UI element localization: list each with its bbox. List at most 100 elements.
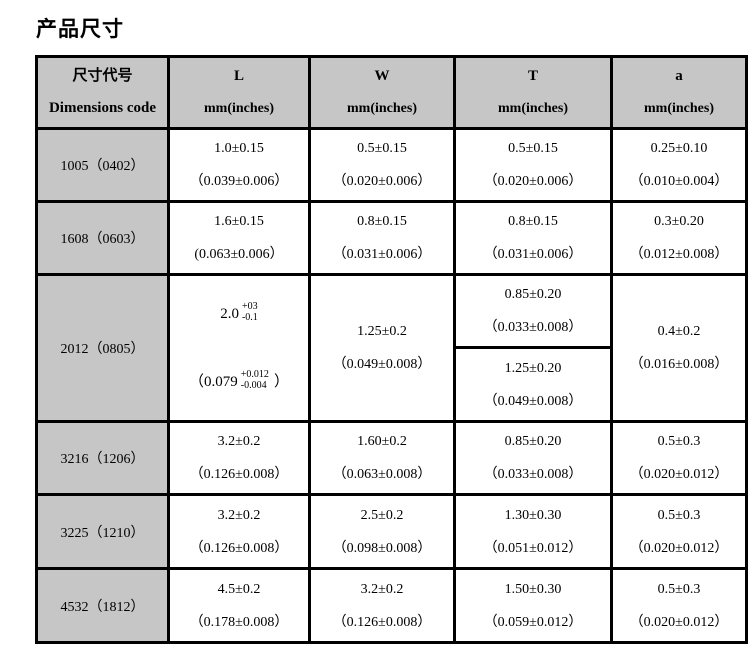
- cell-2012-T-lower: 1.25±0.20 （0.049±0.008）: [453, 346, 613, 423]
- value-inches: （0.049±0.008）: [483, 393, 583, 409]
- header-W-symbol: W: [374, 68, 390, 84]
- cell-1005-L: 1.0±0.15 （0.039±0.006）: [167, 127, 311, 203]
- cell-3216-W: 1.60±0.2 （0.063±0.008）: [308, 420, 456, 496]
- cell-3216-code: 3216（1206）: [35, 420, 170, 496]
- value-mm: 0.5±0.3: [657, 581, 701, 597]
- value-mm: 1.25±0.20: [504, 360, 562, 376]
- tolerance-stack: +03 -0.1: [242, 301, 258, 323]
- value-inches: （0.126±0.008）: [189, 540, 289, 556]
- value-mm: 0.8±0.15: [508, 214, 558, 229]
- cell-2012-a: 0.4±0.2 （0.016±0.008）: [610, 273, 748, 423]
- value-inches: （0.020±0.012）: [629, 540, 729, 556]
- cell-3216-a: 0.5±0.3 （0.020±0.012）: [610, 420, 748, 496]
- code-label: 4532（1812）: [60, 599, 145, 615]
- value-inches: （0.051±0.012）: [483, 540, 583, 556]
- cell-1608-L: 1.6±0.15 (0.063±0.006）: [167, 200, 311, 276]
- value-inches: （0.020±0.006）: [332, 174, 432, 189]
- header-L-unit: mm(inches): [204, 101, 274, 116]
- cell-2012-T-upper: 0.85±0.20 （0.033±0.008）: [453, 273, 613, 349]
- value-inches: （0.020±0.012）: [629, 614, 729, 630]
- cell-2012-code: 2012（0805）: [35, 273, 170, 423]
- cell-2012-W: 1.25±0.2 （0.049±0.008）: [308, 273, 456, 423]
- header-T-unit: mm(inches): [498, 101, 568, 116]
- value-inches: （0.031±0.006）: [483, 247, 583, 262]
- cell-3216-T: 0.85±0.20 （0.033±0.008）: [453, 420, 613, 496]
- value-mm: 0.8±0.15: [357, 214, 407, 229]
- cell-4532-W: 3.2±0.2 （0.126±0.008）: [308, 567, 456, 644]
- value-inches: （0.016±0.008）: [629, 357, 729, 372]
- header-cell-dimensions-code: 尺寸代号 Dimensions code: [35, 55, 170, 130]
- value-mm: 0.5±0.3: [657, 507, 701, 523]
- value-mm: 4.5±0.2: [217, 581, 261, 597]
- header-W-unit: mm(inches): [347, 101, 417, 116]
- cell-1608-W: 0.8±0.15 （0.031±0.006）: [308, 200, 456, 276]
- value-mm: 1.6±0.15: [214, 214, 264, 229]
- value-mm: 3.2±0.2: [217, 434, 261, 449]
- cell-1608-T: 0.8±0.15 （0.031±0.006）: [453, 200, 613, 276]
- value-mm: 0.3±0.20: [654, 214, 704, 229]
- row-1005: 1005（0402） 1.0±0.15 （0.039±0.006） 0.5±0.1…: [35, 127, 748, 203]
- value-mm: 2.5±0.2: [360, 507, 404, 523]
- cell-3225-L: 3.2±0.2 （0.126±0.008）: [167, 493, 311, 570]
- tolerance-inches: （0.079 +0.012 -0.004）: [189, 369, 289, 393]
- dimensions-table: 尺寸代号 Dimensions code L mm(inches) W mm(i…: [35, 55, 748, 644]
- tolerance-plus: +03: [241, 301, 258, 312]
- cell-3225-a: 0.5±0.3 （0.020±0.012）: [610, 493, 748, 570]
- cell-4532-code: 4532（1812）: [35, 567, 170, 644]
- header-T-symbol: T: [527, 68, 538, 84]
- value-mm: 3.2±0.2: [360, 581, 404, 597]
- value-inches: （0.010±0.004）: [629, 174, 729, 189]
- tolerance-minus: -0.1: [241, 312, 258, 323]
- row-4532: 4532（1812） 4.5±0.2 （0.178±0.008） 3.2±0.2 （…: [35, 567, 748, 644]
- tolerance-mm: 2.0 +03 -0.1: [220, 301, 258, 325]
- tolerance-minus: -0.004: [240, 380, 267, 391]
- cell-4532-a: 0.5±0.3 （0.020±0.012）: [610, 567, 748, 644]
- cell-3225-T: 1.30±0.30 （0.051±0.012）: [453, 493, 613, 570]
- value-inches: （0.012±0.008）: [629, 247, 729, 262]
- row-1608: 1608（0603） 1.6±0.15 (0.063±0.006） 0.8±0.1…: [35, 200, 748, 276]
- cell-1005-W: 0.5±0.15 （0.020±0.006）: [308, 127, 456, 203]
- value-inches: （0.126±0.008）: [189, 467, 289, 482]
- value-inches-close: ）: [273, 373, 289, 390]
- value-mm: 0.5±0.15: [357, 141, 407, 156]
- cell-3216-L: 3.2±0.2 （0.126±0.008）: [167, 420, 311, 496]
- header-code-en: Dimensions code: [48, 100, 157, 116]
- value-inches-open: （0.079: [189, 373, 238, 390]
- value-mm: 0.85±0.20: [504, 434, 562, 449]
- cell-1608-a: 0.3±0.20 （0.012±0.008）: [610, 200, 748, 276]
- value-mm: 0.85±0.20: [504, 287, 562, 302]
- header-cell-L: L mm(inches): [167, 55, 311, 130]
- cell-1005-code: 1005（0402）: [35, 127, 170, 203]
- code-label: 1005（0402）: [60, 159, 145, 174]
- row-3216: 3216（1206） 3.2±0.2 （0.126±0.008） 1.60±0.2…: [35, 420, 748, 496]
- cell-4532-L: 4.5±0.2 （0.178±0.008）: [167, 567, 311, 644]
- value-inches: （0.049±0.008）: [332, 357, 432, 372]
- header-code-zh: 尺寸代号: [72, 68, 133, 84]
- value-inches: （0.178±0.008）: [189, 614, 289, 630]
- cell-4532-T: 1.50±0.30 （0.059±0.012）: [453, 567, 613, 644]
- value-inches: （0.098±0.008）: [332, 540, 432, 556]
- row-3225: 3225（1210） 3.2±0.2 （0.126±0.008） 2.5±0.2 （…: [35, 493, 748, 570]
- value-inches: （0.126±0.008）: [332, 614, 432, 630]
- header-cell-a: a mm(inches): [610, 55, 748, 130]
- value-inches: （0.033±0.008）: [483, 467, 583, 482]
- cell-3225-code: 3225（1210）: [35, 493, 170, 570]
- cell-1005-a: 0.25±0.10 （0.010±0.004）: [610, 127, 748, 203]
- header-row: 尺寸代号 Dimensions code L mm(inches) W mm(i…: [35, 55, 748, 130]
- header-cell-T: T mm(inches): [453, 55, 613, 130]
- value-mm: 1.0±0.15: [214, 141, 264, 156]
- value-mm: 0.5±0.15: [508, 141, 558, 156]
- header-cell-W: W mm(inches): [308, 55, 456, 130]
- value-mm: 1.30±0.30: [504, 507, 562, 523]
- value-inches: (0.063±0.006）: [194, 247, 284, 262]
- header-L-symbol: L: [233, 68, 244, 84]
- value-mm: 1.60±0.2: [357, 434, 407, 449]
- value-inches: （0.020±0.006）: [483, 174, 583, 189]
- cell-3225-W: 2.5±0.2 （0.098±0.008）: [308, 493, 456, 570]
- code-label: 3225（1210）: [60, 525, 145, 541]
- row-2012-bottom: 1.25±0.20 （0.049±0.008）: [37, 346, 747, 423]
- value-inches: （0.033±0.008）: [483, 320, 583, 335]
- value-inches: （0.031±0.006）: [332, 247, 432, 262]
- page-title: 产品尺寸: [36, 18, 124, 41]
- value-mm: 0.5±0.3: [657, 434, 701, 449]
